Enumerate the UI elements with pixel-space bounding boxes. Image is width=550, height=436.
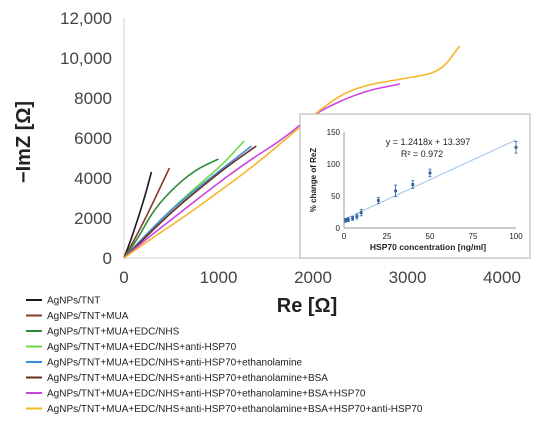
- inset-data-points: [344, 141, 518, 223]
- main-y-tick-label: 0: [103, 249, 112, 268]
- series-line-7: [123, 83, 401, 259]
- main-x-axis-label: Re [Ω]: [277, 295, 337, 317]
- series-line-1: [123, 171, 153, 259]
- inset-tick-labels: 0 50 100 150 0 25 50 75 100: [327, 128, 524, 241]
- inset-data-point: [411, 183, 415, 186]
- inset-data-point: [359, 211, 363, 215]
- main-x-tick-label: 3000: [389, 268, 427, 287]
- main-x-tick-label: 2000: [294, 268, 332, 287]
- inset-equation: y = 1.2418x + 13.397: [386, 137, 471, 147]
- inset-frame: [299, 113, 531, 259]
- inset-calibration-chart: 0 50 100 150 0 25 50 75 100 y = 1.2418x + 13.397…: [299, 113, 531, 259]
- inset-axes: [343, 132, 516, 229]
- inset-data-point: [355, 215, 359, 218]
- legend-item-label: AgNPs/TNT+MUA+EDC/NHS+anti-HSP70+ethanol…: [47, 404, 423, 415]
- main-y-tick-label: 2000: [74, 209, 112, 228]
- inset-data-point: [377, 199, 380, 202]
- inset-data-point: [514, 145, 518, 149]
- inset-y-tick-label: 0: [336, 224, 341, 233]
- inset-y-axis-label: % change of ReZ: [309, 148, 318, 213]
- inset-data-point: [394, 189, 397, 193]
- inset-x-tick-label: 0: [342, 232, 347, 241]
- legend-item-label: AgNPs/TNT+MUA+EDC/NHS+anti-HSP70+ethanol…: [47, 389, 366, 400]
- legend-item-label: AgNPs/TNT: [47, 296, 100, 307]
- series-line-3: [123, 158, 219, 259]
- main-x-tick-label: 0: [119, 268, 128, 287]
- inset-x-axis-label: HSP70 concentration [ng/ml]: [370, 242, 486, 252]
- legend-item-label: AgNPs/TNT+MUA+EDC/NHS+anti-HSP70+ethanol…: [47, 373, 328, 384]
- inset-x-tick-label: 25: [383, 232, 392, 241]
- main-y-tick-label: 8000: [74, 89, 112, 108]
- legend: AgNPs/TNT AgNPs/TNT+MUA AgNPs/TNT+MUA+EDC/…: [26, 296, 423, 415]
- inset-r-squared: R² = 0.972: [401, 149, 443, 159]
- main-y-tick-label: 10,000: [60, 49, 112, 68]
- inset-data-point: [344, 218, 348, 222]
- inset-data-point: [351, 217, 354, 220]
- series-line-8: [123, 45, 461, 259]
- legend-item-label: AgNPs/TNT+MUA+EDC/NHS+anti-HSP70: [47, 342, 237, 353]
- main-x-tick-label: 4000: [483, 268, 521, 287]
- legend-item-label: AgNPs/TNT+MUA+EDC/NHS: [47, 327, 180, 338]
- legend-item-label: AgNPs/TNT+MUA+EDC/NHS+anti-HSP70+ethanol…: [47, 358, 303, 369]
- inset-y-tick-label: 100: [327, 160, 341, 169]
- main-x-tick-label: 1000: [200, 268, 238, 287]
- inset-x-tick-label: 50: [426, 232, 435, 241]
- main-series-lines: [123, 45, 461, 259]
- inset-trendline: [343, 139, 517, 220]
- inset-y-tick-label: 50: [331, 192, 340, 201]
- inset-x-tick-label: 75: [469, 232, 478, 241]
- main-y-axis-label: −ImZ [Ω]: [13, 101, 35, 183]
- series-line-2: [123, 167, 171, 259]
- inset-data-point: [428, 171, 432, 175]
- main-y-tick-label: 6000: [74, 129, 112, 148]
- inset-x-tick-label: 100: [509, 232, 523, 241]
- main-y-tick-label: 12,000: [60, 9, 112, 28]
- main-y-tick-label: 4000: [74, 169, 112, 188]
- legend-item-label: AgNPs/TNT+MUA: [47, 311, 129, 322]
- inset-y-tick-label: 150: [327, 128, 341, 137]
- inset-data-point: [346, 218, 350, 222]
